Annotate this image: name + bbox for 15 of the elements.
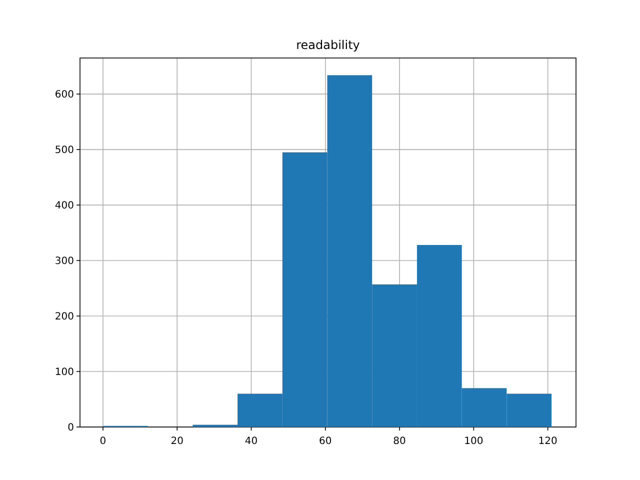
x-tick-label: 120 (538, 436, 558, 447)
y-tick-label: 500 (54, 145, 74, 156)
y-tick-label: 600 (54, 90, 74, 101)
x-tick-label: 80 (393, 436, 406, 447)
x-tick-label: 100 (464, 436, 484, 447)
y-tick-label: 100 (54, 367, 74, 378)
y-tick-label: 0 (68, 422, 74, 434)
y-tick-label: 200 (54, 312, 74, 323)
x-tick-label: 40 (244, 436, 258, 447)
y-tick-label: 300 (54, 256, 74, 268)
chart-title: readability (296, 38, 360, 52)
y-tick-label: 400 (54, 200, 74, 212)
x-tick-label: 0 (100, 436, 106, 447)
x-tick-label: 20 (170, 436, 184, 447)
x-tick-label: 60 (319, 436, 332, 447)
